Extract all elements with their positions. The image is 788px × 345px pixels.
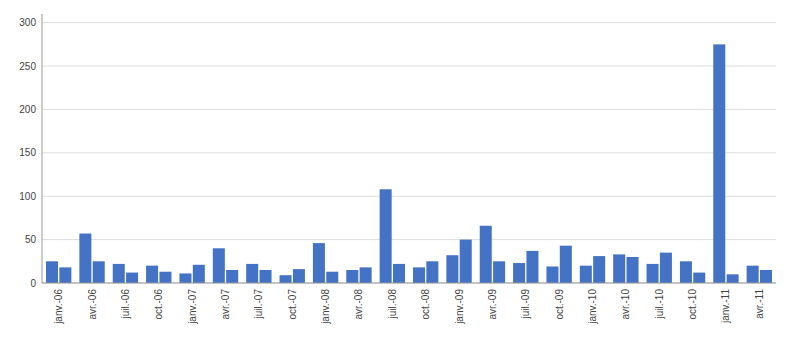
bar bbox=[380, 189, 392, 283]
y-axis bbox=[42, 14, 43, 283]
x-tick-label: avr.-07 bbox=[220, 289, 231, 320]
chart: 0 50 100 150 200 250 300 janv.-06 avr.-06 juil.-0… bbox=[0, 0, 788, 345]
x-tick-label: janv.-09 bbox=[454, 289, 465, 325]
x-tick-label: oct.-09 bbox=[554, 289, 565, 320]
y-tick-label: 50 bbox=[25, 234, 37, 245]
bar bbox=[326, 272, 338, 283]
bar bbox=[593, 256, 605, 283]
x-tick-label: janv.-08 bbox=[320, 289, 331, 325]
bar bbox=[280, 275, 292, 283]
bar bbox=[260, 270, 272, 283]
bar bbox=[580, 266, 592, 283]
x-tick-label: oct.-10 bbox=[687, 289, 698, 320]
bar bbox=[660, 253, 672, 283]
x-tick-label: avr.-06 bbox=[87, 289, 98, 320]
bar bbox=[360, 267, 372, 283]
grid-line bbox=[42, 239, 776, 240]
bar bbox=[193, 265, 205, 283]
bar bbox=[426, 261, 438, 283]
bar bbox=[393, 264, 405, 283]
bar bbox=[713, 44, 725, 283]
x-tick-label: janv.-07 bbox=[187, 289, 198, 325]
x-tick-label: oct.-08 bbox=[420, 289, 431, 320]
y-tick-label: 150 bbox=[19, 147, 36, 158]
bar bbox=[680, 261, 692, 283]
bar bbox=[613, 254, 625, 283]
bar bbox=[146, 266, 158, 283]
bar bbox=[526, 251, 538, 283]
x-tick-label: oct.-07 bbox=[287, 289, 298, 320]
bar bbox=[546, 267, 558, 283]
grid-line bbox=[42, 66, 776, 67]
bar bbox=[647, 264, 659, 283]
grid-line bbox=[42, 283, 776, 284]
bar bbox=[627, 257, 639, 283]
bar bbox=[226, 270, 238, 283]
x-tick-label: oct.-06 bbox=[153, 289, 164, 320]
x-tick-label: juil.-07 bbox=[253, 289, 264, 320]
bar bbox=[126, 273, 138, 283]
bar bbox=[727, 274, 739, 283]
x-tick-label: avr.-08 bbox=[353, 289, 364, 320]
y-tick-label: 200 bbox=[19, 104, 36, 115]
bar bbox=[93, 261, 105, 283]
x-tick-label: janv.-11 bbox=[720, 289, 731, 325]
bar bbox=[513, 263, 525, 283]
bar bbox=[493, 261, 505, 283]
bars bbox=[46, 44, 772, 283]
x-tick-label: avr.-10 bbox=[620, 289, 631, 320]
grid bbox=[42, 23, 776, 283]
x-tick-label: avr.-09 bbox=[487, 289, 498, 320]
x-tick-label: janv.-10 bbox=[587, 289, 598, 325]
y-tick-label: 0 bbox=[30, 278, 36, 289]
x-tick-label: juil.-08 bbox=[387, 289, 398, 320]
bar bbox=[59, 267, 71, 283]
bar bbox=[460, 240, 472, 283]
bar bbox=[346, 270, 358, 283]
grid-line bbox=[42, 152, 776, 153]
bar bbox=[480, 226, 492, 283]
x-tick-label: juil.-09 bbox=[520, 289, 531, 320]
bar bbox=[760, 270, 772, 283]
bar bbox=[293, 269, 305, 283]
x-axis bbox=[42, 283, 776, 284]
bar bbox=[246, 264, 258, 283]
grid-line bbox=[42, 196, 776, 197]
y-tick-label: 100 bbox=[19, 191, 36, 202]
grid-line bbox=[42, 22, 776, 23]
y-tick-label: 300 bbox=[19, 17, 36, 28]
x-tick-label: avr.-11 bbox=[754, 289, 765, 319]
bar bbox=[693, 273, 705, 283]
bar bbox=[413, 267, 425, 283]
y-tick-label: 250 bbox=[19, 61, 36, 72]
bar bbox=[179, 273, 191, 283]
bar bbox=[213, 248, 225, 283]
x-tick-label: juil.-10 bbox=[654, 289, 665, 320]
bar bbox=[159, 272, 171, 283]
x-tick-label: janv.-06 bbox=[53, 289, 64, 325]
bar bbox=[313, 243, 325, 283]
bar bbox=[747, 266, 759, 283]
grid-line bbox=[42, 109, 776, 110]
bar bbox=[560, 246, 572, 283]
x-tick-label: juil.-06 bbox=[120, 289, 131, 320]
bar bbox=[46, 261, 58, 283]
bar bbox=[79, 234, 91, 283]
bar bbox=[113, 264, 125, 283]
bar bbox=[446, 255, 458, 283]
